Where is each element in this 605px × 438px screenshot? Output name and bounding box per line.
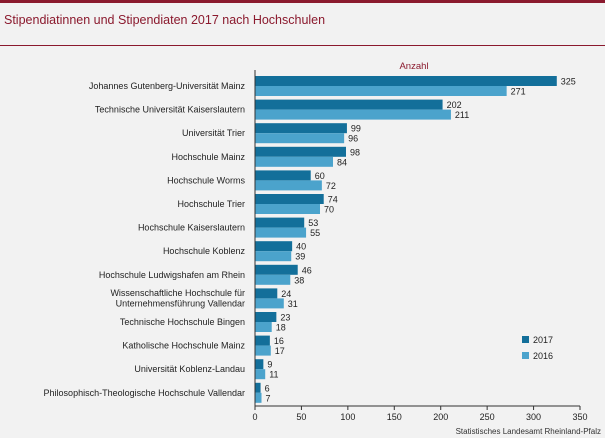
data-label-2016: 18: [276, 323, 286, 333]
category-label: Wissenschaftliche Hochschule für Unterneh…: [110, 288, 245, 309]
data-label-2017: 99: [351, 124, 361, 134]
bar-2016: [255, 345, 271, 356]
bar-2017: [255, 194, 324, 204]
bar-2016: [255, 133, 345, 144]
x-tick-label: 100: [340, 412, 355, 422]
category-label: Philosophisch-Theologische Hochschule Va…: [44, 388, 245, 398]
bar-2016: [255, 156, 333, 167]
data-label-2016: 11: [269, 370, 278, 380]
legend-label-2017: 2017: [533, 335, 553, 345]
data-label-2017: 74: [328, 195, 338, 205]
legend-swatch-2017: [522, 336, 529, 343]
legend-label-2016: 2016: [533, 351, 553, 361]
title-divider: [0, 45, 605, 46]
data-label-2016: 7: [266, 393, 271, 403]
bar-2016: [255, 86, 507, 96]
x-tick-label: 350: [572, 412, 587, 422]
x-axis-label: Anzahl: [399, 61, 428, 72]
bar-2016: [255, 180, 322, 191]
bar-2016: [255, 251, 292, 262]
bar-2017: [255, 76, 557, 86]
data-label-2016: 84: [337, 157, 347, 167]
category-label: Katholische Hochschule Mainz: [122, 341, 245, 351]
x-tick-label: 50: [296, 412, 306, 422]
category-label: Technische Hochschule Bingen: [120, 317, 245, 327]
bar-2017: [255, 217, 305, 228]
category-label: Hochschule Worms: [167, 175, 245, 185]
data-label-2017: 202: [447, 100, 462, 110]
data-label-2017: 325: [561, 77, 576, 87]
category-label: Hochschule Kaiserslautern: [138, 223, 245, 233]
x-tick-label: 300: [526, 412, 541, 422]
bars-group: Johannes Gutenberg-Universität Mainz 325 2…: [44, 76, 576, 403]
bar-2017: [255, 382, 261, 393]
category-label: Universität Trier: [182, 128, 245, 138]
data-label-2016: 17: [275, 346, 285, 356]
bar-2017: [255, 146, 346, 157]
bar-2016: [255, 109, 451, 120]
data-label-2017: 98: [350, 147, 360, 157]
source-note: Statistisches Landesamt Rheinland-Pfalz: [455, 427, 601, 436]
data-label-2016: 39: [295, 252, 305, 262]
bar-2017: [255, 99, 443, 110]
data-label-2016: 271: [511, 87, 526, 97]
category-label: Hochschule Mainz: [171, 152, 245, 162]
data-label-2017: 16: [274, 336, 284, 346]
x-tick-label: 0: [252, 412, 257, 422]
data-label-2017: 60: [315, 171, 325, 181]
category-label: Universität Koblenz-Landau: [134, 364, 245, 374]
category-label: Hochschule Ludwigshafen am Rhein: [99, 270, 245, 280]
legend: 2017 2016: [522, 335, 553, 361]
data-label-2016: 96: [348, 134, 358, 144]
bar-2016: [255, 392, 262, 403]
x-tick-label: 200: [433, 412, 448, 422]
data-label-2017: 40: [296, 242, 306, 252]
bar-2016: [255, 298, 284, 309]
data-label-2017: 24: [281, 289, 291, 299]
bar-2017: [255, 335, 270, 346]
data-label-2016: 38: [294, 275, 304, 285]
legend-swatch-2016: [522, 352, 529, 359]
bar-2017: [255, 170, 311, 181]
bar-2017: [255, 123, 347, 134]
bar-2016: [255, 322, 272, 332]
data-label-2017: 23: [280, 313, 290, 323]
data-label-2016: 70: [324, 205, 334, 215]
data-label-2016: 31: [288, 299, 298, 309]
bar-2016: [255, 274, 291, 285]
data-label-2017: 9: [267, 360, 272, 370]
bar-2017: [255, 359, 264, 370]
data-label-2017: 53: [308, 218, 318, 228]
category-label: Technische Universität Kaiserslautern: [95, 105, 245, 115]
bar-2016: [255, 369, 266, 380]
category-label: Johannes Gutenberg-Universität Mainz: [89, 81, 246, 91]
bar-2017: [255, 312, 277, 322]
bar-2016: [255, 204, 320, 214]
data-label-2016: 211: [455, 110, 469, 120]
bar-2017: [255, 264, 298, 275]
data-label-2017: 6: [265, 383, 270, 393]
category-label: Hochschule Koblenz: [163, 246, 246, 256]
chart-title: Stipendiatinnen und Stipendiaten 2017 na…: [4, 13, 326, 27]
data-label-2016: 55: [310, 228, 320, 238]
data-label-2017: 46: [302, 265, 312, 275]
bar-2017: [255, 241, 293, 252]
bar-2017: [255, 288, 278, 299]
axes-group: 0 50 100 150 200 250 300 350: [252, 70, 588, 422]
x-tick-label: 250: [480, 412, 495, 422]
bar-2016: [255, 227, 307, 238]
data-label-2016: 72: [326, 181, 336, 191]
top-accent-bar: [0, 0, 605, 3]
x-tick-label: 150: [387, 412, 402, 422]
category-label: Hochschule Trier: [177, 199, 245, 209]
